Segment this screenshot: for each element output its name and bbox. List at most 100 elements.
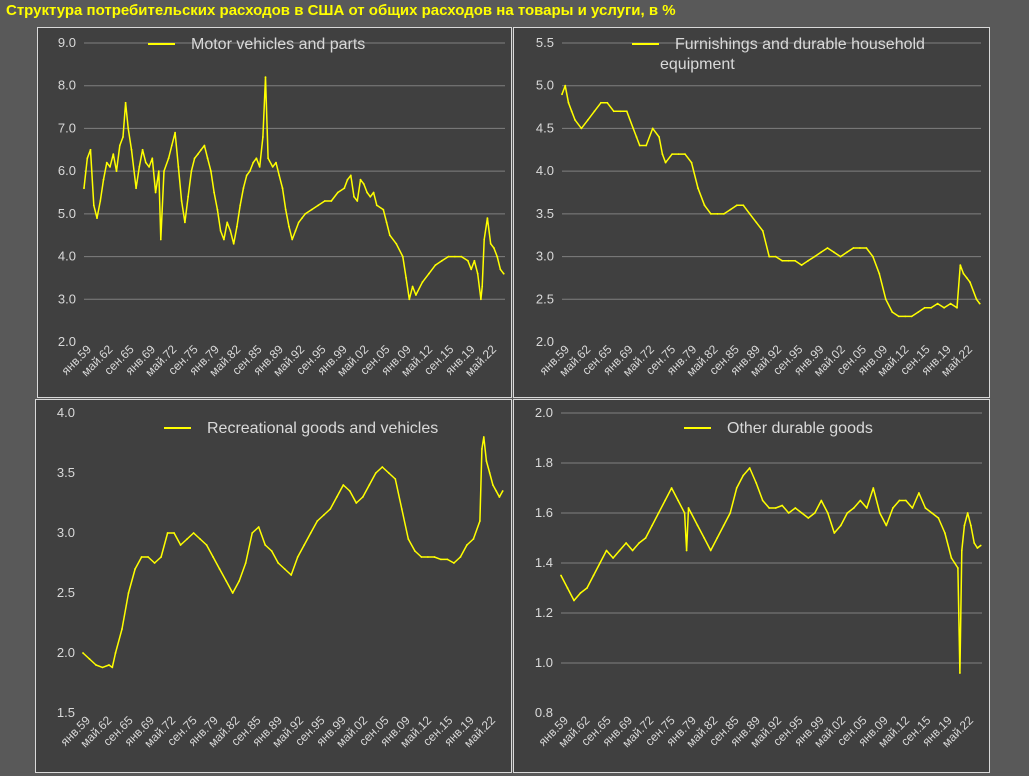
data-point xyxy=(284,208,287,211)
y-tick-label: 8.0 xyxy=(58,78,76,93)
data-point xyxy=(374,472,377,474)
data-point xyxy=(322,514,325,516)
data-point xyxy=(618,549,621,552)
y-tick-label: 3.0 xyxy=(57,525,75,540)
data-point xyxy=(127,592,130,594)
data-point xyxy=(467,259,469,262)
data-point xyxy=(134,568,136,570)
data-point xyxy=(960,549,963,552)
data-point xyxy=(502,272,505,275)
data-point xyxy=(213,191,216,194)
data-point xyxy=(917,311,920,313)
data-point xyxy=(421,281,424,284)
data-point xyxy=(723,213,725,215)
chart-panel-other-durable-goods: 0.8 1.0 1.2 1.4 1.6 1.8 2.0 янв.59 май.62 сен.65 я… xyxy=(513,399,990,773)
y-tick-label: 0.8 xyxy=(535,705,553,720)
data-point xyxy=(892,507,894,509)
data-point xyxy=(310,208,313,211)
data-point xyxy=(924,507,927,509)
data-point xyxy=(485,460,488,462)
data-point xyxy=(291,238,294,241)
data-point xyxy=(197,153,199,155)
data-point xyxy=(225,580,228,582)
data-point xyxy=(479,520,481,522)
data-point xyxy=(973,542,976,544)
data-point xyxy=(645,144,648,147)
data-point xyxy=(495,490,498,492)
legend-label: Motor vehicles and parts xyxy=(191,36,365,53)
data-point xyxy=(166,532,169,534)
data-point xyxy=(748,467,751,469)
data-point xyxy=(317,204,320,207)
data-point xyxy=(619,110,622,113)
data-point xyxy=(86,157,89,160)
data-point xyxy=(664,499,666,502)
y-tick-label: 2.5 xyxy=(57,585,75,600)
data-point xyxy=(592,574,595,577)
data-point xyxy=(283,568,286,570)
data-point xyxy=(275,161,277,164)
chart-svg: 2.03.04.05.06.07.08.09.0янв.59май.62сен.… xyxy=(58,35,505,379)
data-point xyxy=(878,512,881,514)
y-tick-label: 4.0 xyxy=(536,163,554,178)
data-point xyxy=(910,315,913,318)
data-point xyxy=(229,230,232,232)
data-point xyxy=(356,200,359,202)
data-point xyxy=(330,200,333,202)
data-point xyxy=(651,524,653,527)
data-point xyxy=(950,557,953,559)
series-line xyxy=(561,84,981,318)
data-point xyxy=(394,478,397,480)
data-point xyxy=(440,558,442,561)
data-point xyxy=(846,251,848,254)
data-point xyxy=(420,556,423,558)
data-point xyxy=(193,157,196,160)
data-point xyxy=(151,157,154,160)
legend-label: Other durable goods xyxy=(727,420,873,437)
data-point xyxy=(231,592,234,594)
data-point xyxy=(570,110,573,113)
y-tick-label: 7.0 xyxy=(58,120,76,135)
data-point xyxy=(459,556,462,558)
data-point xyxy=(329,508,332,510)
data-point xyxy=(573,599,575,602)
data-point xyxy=(498,496,501,498)
data-point xyxy=(905,499,907,502)
y-tick-label: 4.5 xyxy=(536,120,554,135)
data-point xyxy=(593,110,596,113)
data-point xyxy=(687,507,690,509)
data-point xyxy=(180,200,183,202)
data-point xyxy=(203,144,206,147)
data-point xyxy=(580,127,583,130)
data-point xyxy=(88,658,91,660)
chart-panel-motor-vehicles: 2.0 3.0 4.0 5.0 6.0 7.0 8.0 9.0 янв.59 май.62 сен.… xyxy=(37,27,512,398)
data-point xyxy=(163,170,165,173)
data-point xyxy=(102,178,105,181)
y-tick-label: 5.0 xyxy=(58,206,76,221)
data-point xyxy=(962,272,965,275)
data-point xyxy=(703,204,706,207)
data-point xyxy=(979,544,982,547)
data-point xyxy=(574,119,576,121)
data-point xyxy=(297,221,300,224)
legend-label: equipment xyxy=(660,56,735,73)
data-point xyxy=(937,517,940,519)
data-point xyxy=(355,502,358,504)
data-point xyxy=(794,507,797,509)
data-point xyxy=(316,520,319,522)
data-point xyxy=(249,170,251,173)
data-point xyxy=(768,255,771,258)
y-tick-label: 3.5 xyxy=(536,206,554,221)
data-point xyxy=(800,264,803,266)
data-point xyxy=(807,259,809,262)
y-tick-label: 1.6 xyxy=(535,505,553,520)
data-point xyxy=(127,127,130,130)
data-point xyxy=(294,230,297,232)
data-point xyxy=(159,238,162,241)
data-point xyxy=(561,93,563,96)
data-point xyxy=(931,512,933,514)
data-point xyxy=(975,298,978,301)
data-point xyxy=(415,294,417,296)
chart-panel-furnishings: 2.0 2.5 3.0 3.5 4.0 4.5 5.0 5.5 янв.59 май.62 сен.… xyxy=(513,27,990,398)
data-point xyxy=(586,587,588,589)
